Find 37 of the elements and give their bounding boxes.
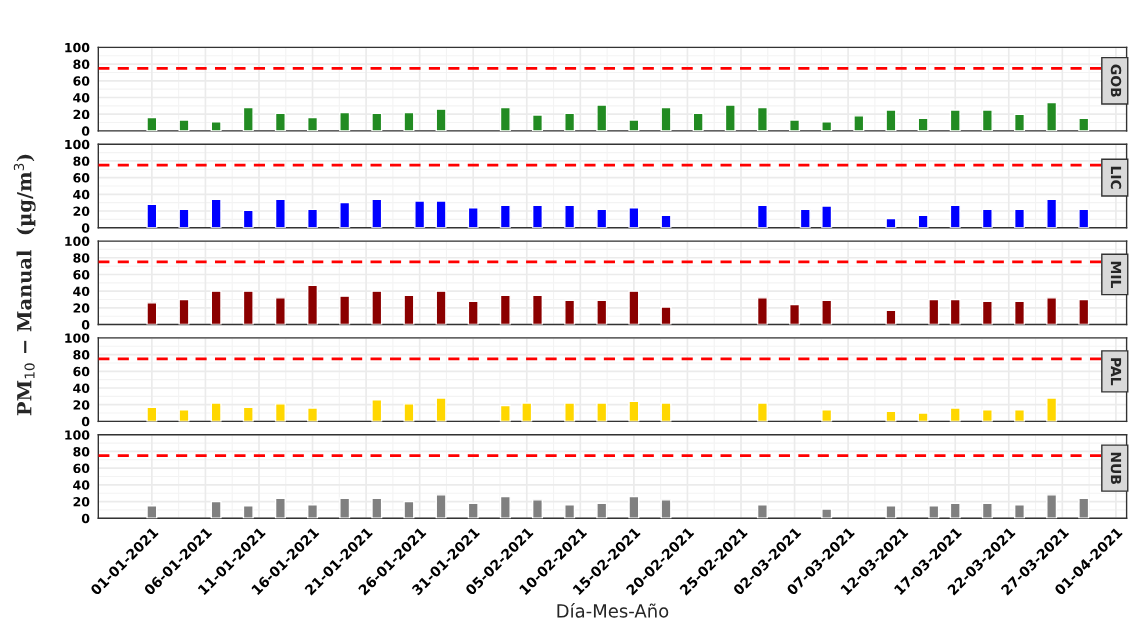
- y-tick-label: 100: [65, 333, 90, 343]
- y-tick-label: 40: [73, 189, 90, 200]
- y-tick-label: 80: [73, 156, 90, 166]
- y-tick-label: 20: [73, 206, 90, 216]
- text: NUB: [1110, 452, 1122, 484]
- y-tick-label: 80: [73, 350, 90, 360]
- y-tick-label: 60: [73, 463, 90, 474]
- y-tick-label: 80: [73, 446, 90, 457]
- y-tick-label: 80: [73, 59, 90, 70]
- y-tick-label: 0: [81, 223, 90, 233]
- y-tick-label: 20: [73, 109, 90, 120]
- x-axis-title: Día-Mes-Año: [557, 603, 669, 618]
- y-tick-label: 40: [73, 383, 90, 393]
- y-tick-label: 20: [73, 303, 90, 313]
- text: GOB: [1110, 64, 1122, 97]
- y-tick-label: 60: [73, 366, 90, 377]
- y-tick-label: 100: [65, 430, 90, 440]
- y-tick-label: 60: [73, 173, 90, 183]
- y-tick-label: 100: [65, 139, 90, 150]
- y-tick-label: 20: [73, 400, 90, 410]
- y-tick-label: 60: [73, 76, 90, 86]
- y-tick-label: 40: [73, 286, 90, 297]
- y-tick-label: 60: [73, 269, 90, 280]
- y-tick-label: 100: [65, 236, 90, 247]
- y-tick-label: 0: [81, 416, 90, 427]
- text: LIC: [1110, 166, 1122, 189]
- y-tick-label: 20: [73, 497, 90, 507]
- y-tick-label: 0: [81, 513, 90, 524]
- y-tick-label: 40: [73, 480, 90, 490]
- text: MIL: [1110, 261, 1122, 289]
- text: PAL: [1110, 358, 1122, 386]
- y-tick-label: 80: [73, 253, 90, 263]
- y-tick-label: 40: [73, 92, 90, 103]
- y-tick-label: 100: [65, 42, 90, 53]
- y-tick-label: 0: [81, 320, 90, 330]
- y-tick-label: 0: [81, 126, 90, 136]
- y-axis-title: PM$_{10}$ − Manual (µg/m$^{3}$): [13, 154, 36, 416]
